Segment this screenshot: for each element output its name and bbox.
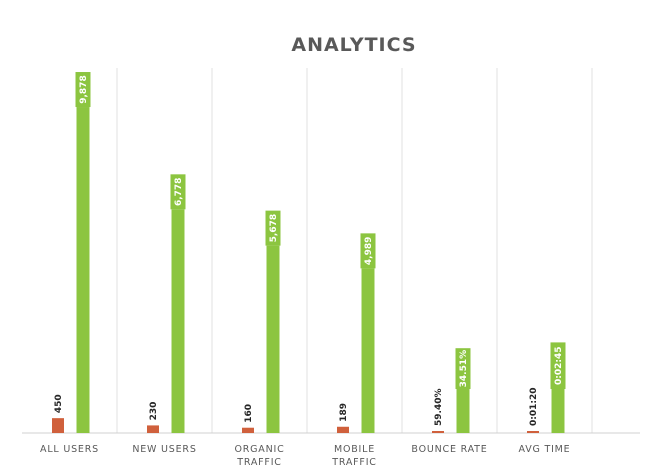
- label-layer: 450 9,878 230 6,778 160 5,678 189 4,989 59.40% 34…: [54, 72, 566, 427]
- data-label-box: [550, 342, 566, 389]
- data-label: 0:02:45: [554, 346, 564, 385]
- data-label-box: [75, 72, 91, 108]
- category-layer: ALL USERS NEW USERS ORGANIC TRAFFIC MOBILE TR…: [40, 444, 570, 466]
- bar-primary: [456, 389, 470, 433]
- data-label: 230: [149, 402, 159, 421]
- bar-secondary: [52, 418, 64, 433]
- data-label: 9,878: [79, 75, 89, 103]
- category-label: BOUNCE RATE: [411, 444, 487, 455]
- data-label-box: [170, 174, 186, 210]
- bar-secondary: [337, 426, 349, 433]
- data-label: 59.40%: [434, 389, 444, 427]
- grid-layer: [22, 68, 640, 434]
- category-label: TRAFFIC: [236, 457, 281, 466]
- category-label: NEW USERS: [132, 444, 196, 455]
- category-label: ORGANIC: [234, 444, 284, 455]
- bar-primary: [76, 107, 90, 433]
- bar-secondary: [242, 427, 254, 433]
- chart-title: ANALYTICS: [291, 34, 416, 56]
- data-label: 0:01:20: [529, 387, 539, 426]
- bar-secondary: [432, 431, 444, 433]
- data-label: 34.51%: [459, 350, 469, 388]
- data-label-box: [360, 233, 376, 269]
- category-label: MOBILE: [334, 444, 375, 455]
- bar-secondary: [527, 431, 539, 433]
- category-label: AVG TIME: [519, 444, 571, 455]
- category-label: TRAFFIC: [331, 457, 376, 466]
- data-label-box: [265, 210, 281, 246]
- bar-primary: [551, 389, 565, 433]
- data-label: 160: [244, 404, 254, 423]
- data-label: 189: [339, 403, 349, 422]
- bar-primary: [361, 268, 375, 433]
- bar-secondary: [147, 425, 159, 433]
- data-label: 450: [54, 394, 64, 413]
- bar-primary: [171, 209, 185, 433]
- data-label: 4,989: [364, 237, 374, 265]
- category-label: ALL USERS: [40, 444, 99, 455]
- data-label-box: [455, 348, 471, 389]
- data-label: 5,678: [269, 214, 279, 242]
- bar-primary: [266, 245, 280, 433]
- bar-layer: [52, 107, 565, 433]
- data-label: 6,778: [174, 178, 184, 206]
